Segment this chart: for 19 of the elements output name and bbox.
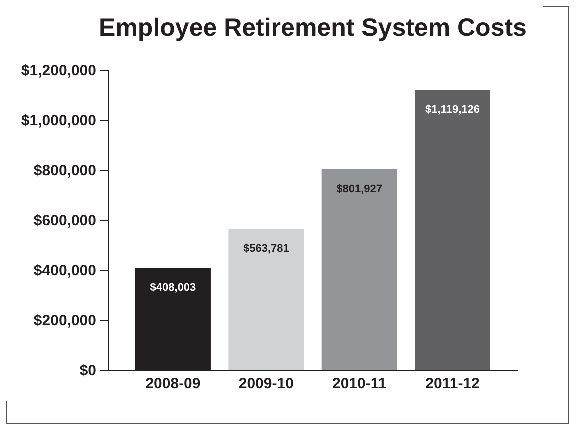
y-tick-label: $600,000 bbox=[34, 212, 96, 230]
data-label: $563,781 bbox=[243, 243, 290, 256]
bar bbox=[228, 229, 304, 370]
y-tick-label: $800,000 bbox=[34, 162, 96, 180]
x-tick-label: 2009-10 bbox=[238, 376, 294, 392]
y-tick-label: $1,200,000 bbox=[21, 62, 96, 80]
y-tick-label: $1,000,000 bbox=[21, 112, 96, 130]
y-tick-label: $0 bbox=[80, 362, 96, 380]
bar bbox=[415, 90, 491, 370]
chart-title: Employee Retirement System Costs bbox=[99, 14, 527, 42]
x-tick-label: 2008-09 bbox=[146, 376, 201, 392]
y-tick-label: $400,000 bbox=[34, 262, 96, 280]
bar bbox=[322, 170, 398, 370]
data-label: $801,927 bbox=[336, 184, 383, 196]
data-label: $1,119,126 bbox=[426, 104, 480, 116]
x-tick-label: 2011-12 bbox=[426, 376, 480, 392]
x-tick-label: 2010-11 bbox=[332, 376, 387, 392]
data-label: $408,003 bbox=[150, 282, 196, 294]
y-tick-label: $200,000 bbox=[34, 312, 96, 330]
